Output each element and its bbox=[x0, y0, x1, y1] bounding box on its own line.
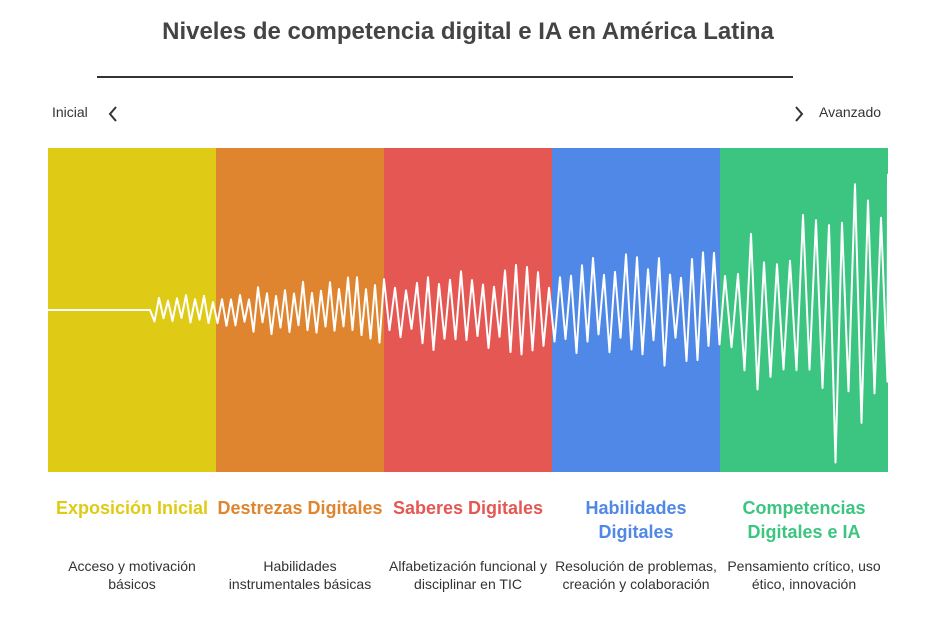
stage-desc-habilidades: Resolución de problemas, creación y cola… bbox=[555, 558, 717, 592]
stage-title-habilidades: Habilidades Digitales bbox=[585, 498, 687, 542]
stage-desc-exposicion: Acceso y motivación básicos bbox=[68, 558, 196, 592]
page-title: Niveles de competencia digital e IA en A… bbox=[162, 18, 774, 45]
competency-bands bbox=[48, 148, 888, 472]
axis-start-label: Inicial bbox=[52, 104, 88, 120]
waveform-graphic bbox=[48, 173, 888, 464]
stage-title-competencias: Competencias Digitales e IA bbox=[742, 498, 866, 542]
chevron-right-icon bbox=[795, 106, 804, 122]
axis-end-label: Avanzado bbox=[819, 104, 882, 120]
stage-title-saberes: Saberes Digitales bbox=[392, 498, 544, 518]
band-competencias-digitales-ia bbox=[720, 148, 888, 472]
stage-desc-destrezas: Habilidades instrumentales básicas bbox=[228, 558, 372, 592]
chevron-left-icon bbox=[108, 106, 117, 122]
stage-title-exposicion: Exposición Inicial bbox=[55, 498, 209, 518]
stage-title-destrezas: Destrezas Digitales bbox=[217, 498, 383, 518]
stage-desc-saberes: Alfabetización funcional y disciplinar e… bbox=[389, 558, 547, 592]
stage-desc-competencias: Pensamiento crítico, uso ético, innovaci… bbox=[727, 558, 881, 592]
title-divider bbox=[97, 76, 793, 78]
